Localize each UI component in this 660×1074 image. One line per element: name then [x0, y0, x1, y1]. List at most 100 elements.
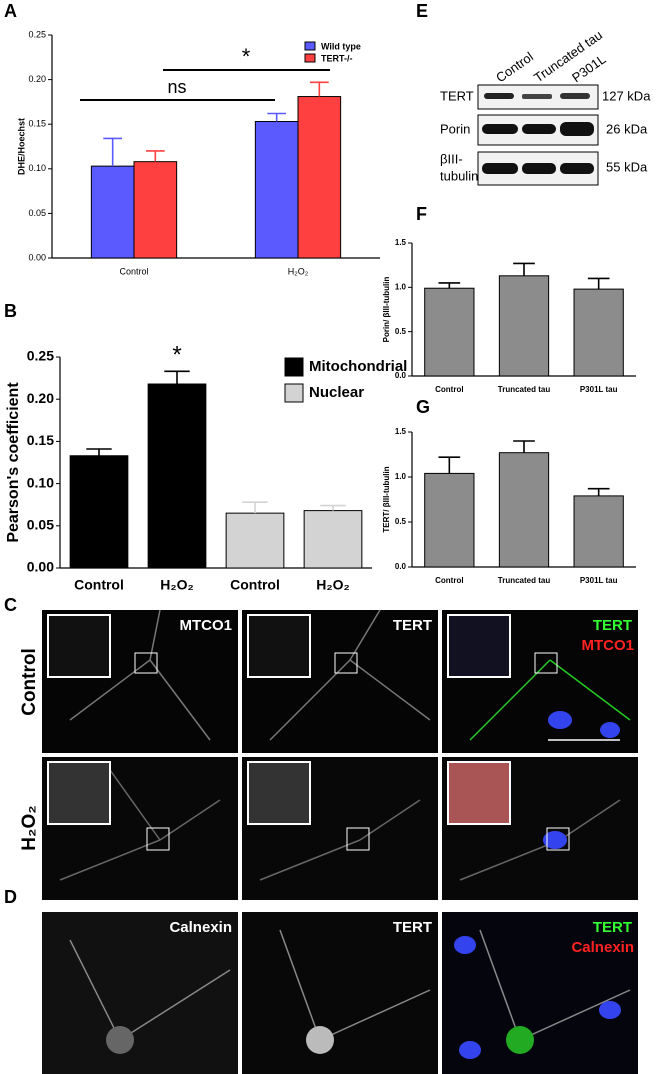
channel-label: Calnexin [169, 919, 232, 936]
size-label: 26 kDa [606, 121, 648, 136]
error-bar [438, 456, 461, 474]
neurite [59, 769, 621, 881]
size-label: 55 kDa [606, 159, 648, 174]
legend-swatch [304, 53, 316, 63]
legend-swatch [304, 41, 316, 51]
error-bar [320, 504, 346, 511]
x-tick-label: H₂O₂ [288, 266, 309, 276]
bar [573, 288, 624, 377]
channel-label: MTCO1 [180, 617, 233, 634]
roi [146, 827, 170, 851]
band [482, 124, 518, 134]
panel-label: G [416, 397, 430, 417]
row-label: TERT [440, 88, 474, 103]
cell [306, 1026, 334, 1054]
row-label: βIII- [440, 151, 463, 166]
bar [133, 161, 178, 259]
x-tick-label: Truncated tau [498, 385, 551, 394]
bar [90, 165, 135, 259]
band [560, 93, 590, 99]
nucleus [543, 831, 567, 849]
band [522, 124, 556, 134]
annotation: ns [167, 77, 186, 97]
roi [346, 827, 370, 851]
nucleus [599, 1001, 621, 1019]
bar [424, 472, 475, 568]
annotation: * [172, 341, 181, 368]
x-tick-label: H₂O₂ [316, 577, 349, 593]
legend-label: Wild type [321, 41, 361, 51]
y-tick-label: 0.05 [28, 208, 46, 218]
inset [47, 761, 111, 825]
row-label: Porin [440, 121, 470, 136]
channel-label: TERT [393, 919, 432, 936]
inset [247, 614, 311, 678]
band [484, 93, 514, 99]
band [560, 122, 594, 136]
inset [247, 761, 311, 825]
y-axis-title: Porin/ βIII-tubulin [382, 277, 391, 343]
bar [147, 383, 207, 569]
x-tick-label: Control [74, 577, 124, 593]
channel-label: Calnexin [571, 939, 634, 956]
error-bar [103, 137, 123, 167]
bar [225, 512, 285, 569]
panel-label: D [4, 887, 17, 907]
bar [254, 121, 299, 259]
x-tick-label: Control [435, 576, 463, 585]
band [522, 94, 552, 99]
inset [447, 761, 511, 825]
x-tick-label: P301L tau [580, 576, 618, 585]
y-tick-label: 0.15 [28, 119, 46, 129]
y-tick-label: 0.25 [27, 348, 54, 364]
inset [447, 614, 511, 678]
error-bar [587, 277, 610, 290]
channel-label: TERT [593, 919, 632, 936]
y-axis-title: Pearson's coefficient [5, 382, 22, 543]
image [242, 912, 438, 1074]
neurite [69, 609, 431, 741]
y-tick-label: 0.00 [27, 559, 54, 575]
error-bar [267, 112, 287, 122]
y-tick-label: 0.15 [27, 432, 54, 448]
y-axis-title: TERT/ βIII-tubulin [382, 466, 391, 532]
legend-label: Mitochondrial [309, 358, 407, 375]
y-tick-label: 1.0 [395, 472, 407, 481]
error-bar [145, 150, 165, 162]
lane-label: Control [493, 49, 536, 85]
error-bar [309, 81, 329, 97]
cell [106, 1026, 134, 1054]
channel-label: MTCO1 [582, 637, 635, 654]
bar [498, 452, 550, 568]
x-tick-label: Truncated tau [498, 576, 551, 585]
nucleus [454, 936, 476, 954]
error-bar [587, 487, 610, 496]
image [42, 912, 238, 1074]
y-tick-label: 0.0 [395, 562, 407, 571]
x-tick-label: Control [230, 577, 280, 593]
cell [506, 1026, 534, 1054]
y-tick-label: 0.25 [28, 29, 46, 39]
y-tick-label: 0.0 [395, 371, 407, 380]
legend-swatch [284, 383, 304, 403]
row-label: tubulin [440, 168, 478, 183]
y-tick-label: 0.5 [395, 517, 407, 526]
roi [134, 652, 158, 674]
nucleus [548, 711, 572, 729]
panel-label: B [4, 301, 17, 321]
panel-label: F [416, 204, 427, 224]
panel-label: A [4, 1, 17, 21]
y-tick-label: 0.00 [28, 252, 46, 262]
nucleus [459, 1041, 481, 1059]
error-bar [438, 282, 461, 289]
y-tick-label: 1.5 [395, 238, 407, 247]
band [482, 163, 518, 174]
legend-label: Nuclear [309, 384, 364, 401]
roi [334, 652, 358, 674]
x-tick-label: P301L tau [580, 385, 618, 394]
legend-swatch [284, 357, 304, 377]
y-tick-label: 0.20 [27, 390, 54, 406]
x-tick-label: Control [119, 266, 148, 276]
bar [69, 455, 129, 569]
inset [47, 614, 111, 678]
